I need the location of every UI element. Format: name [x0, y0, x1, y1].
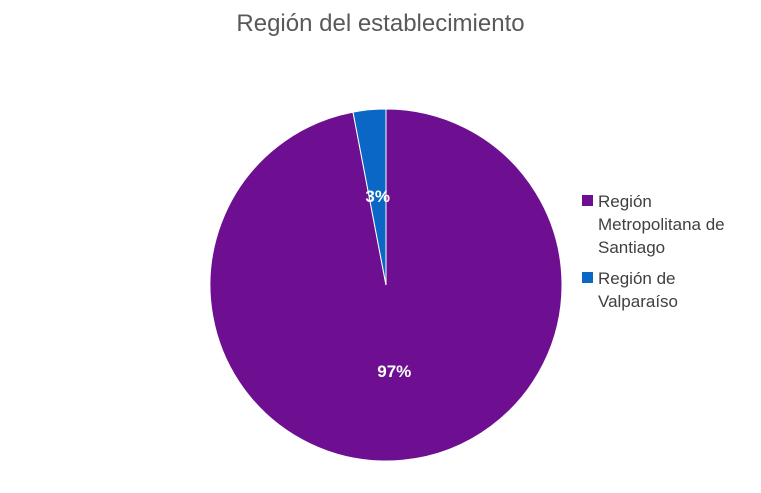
- legend-swatch-region-metropolitana: [582, 195, 593, 206]
- legend-label-region-metropolitana: Región Metropolitana de Santiago: [598, 192, 725, 257]
- pie-slice-region-valparaiso: [352, 108, 387, 286]
- legend-item-region-metropolitana: Región Metropolitana de Santiago: [582, 190, 757, 259]
- data-label-region-valparaiso: 3%: [365, 187, 390, 206]
- pie-slice-region-metropolitana: [209, 108, 563, 462]
- legend-item-region-valparaiso: Región de Valparaíso: [582, 267, 757, 313]
- chart-title: Región del establecimiento: [236, 10, 525, 37]
- legend: Región Metropolitana de Santiago Región …: [582, 190, 757, 321]
- legend-label-region-valparaiso: Región de Valparaíso: [598, 269, 679, 311]
- data-label-region-metropolitana: 97%: [377, 362, 411, 381]
- legend-swatch-region-valparaiso: [582, 272, 593, 283]
